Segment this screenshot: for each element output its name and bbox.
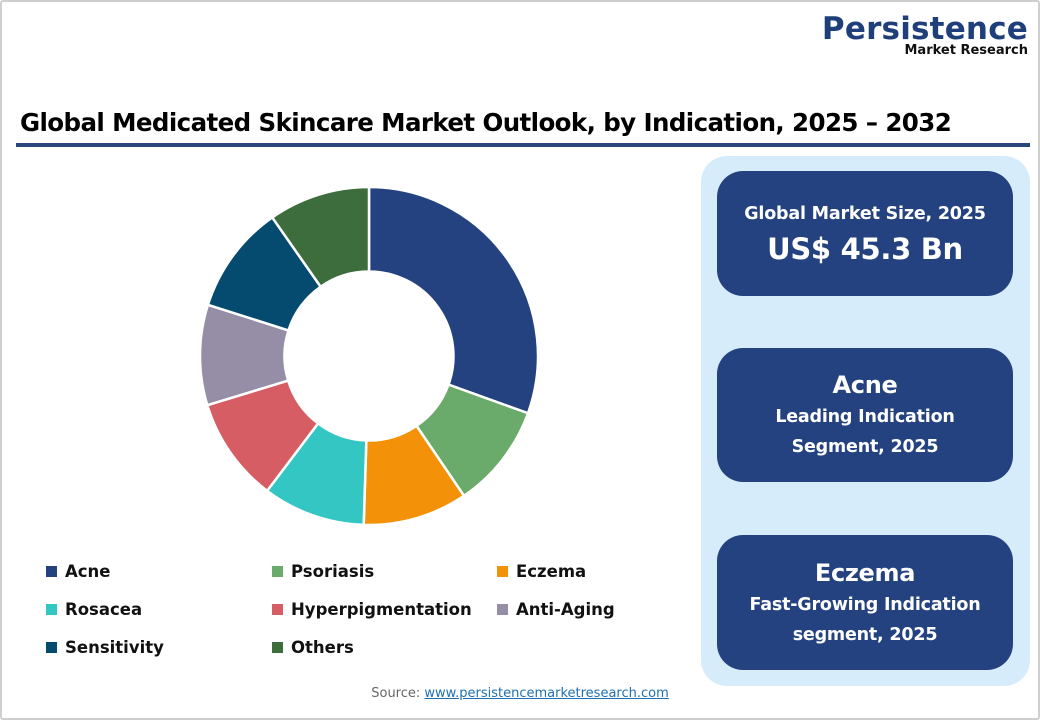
donut-svg <box>198 185 540 527</box>
legend-label: Anti-Aging <box>516 600 615 619</box>
legend-item-acne: Acne <box>46 562 111 581</box>
fast-growing-segment-card: Eczema Fast-Growing Indication segment, … <box>717 535 1013 670</box>
logo-sub-text: Market Research <box>904 43 1029 58</box>
legend-item-eczema: Eczema <box>497 562 586 581</box>
leading-segment-card: Acne Leading Indication Segment, 2025 <box>717 348 1013 482</box>
legend-swatch-icon <box>272 642 283 653</box>
chart-title: Global Medicated Skincare Market Outlook… <box>20 108 952 137</box>
legend-label: Sensitivity <box>65 638 164 657</box>
legend-swatch-icon <box>46 642 57 653</box>
legend-label: Eczema <box>516 562 587 581</box>
legend-swatch-icon <box>272 604 283 615</box>
legend-swatch-icon <box>272 566 283 577</box>
legend-label: Hyperpigmentation <box>291 600 472 619</box>
leading-segment-line1: Leading Indication <box>775 407 955 427</box>
market-size-card: Global Market Size, 2025 US$ 45.3 Bn <box>717 171 1013 296</box>
title-underline <box>16 143 1030 147</box>
fast-growing-segment-name: Eczema <box>814 558 916 587</box>
source-link[interactable]: www.persistencemarketresearch.com <box>424 686 669 701</box>
donut-slice-acne <box>367 185 540 415</box>
legend-item-anti-aging: Anti-Aging <box>497 600 615 619</box>
logo-main-text: Persistence <box>821 11 1028 47</box>
donut-chart <box>190 180 550 532</box>
legend-item-hyperpigmentation: Hyperpigmentation <box>272 600 472 619</box>
legend-swatch-icon <box>497 566 508 577</box>
legend-swatch-icon <box>497 604 508 615</box>
source-label: Source: <box>371 686 421 701</box>
leading-segment-line2: Segment, 2025 <box>791 437 939 457</box>
legend-item-others: Others <box>272 638 354 657</box>
legend-item-psoriasis: Psoriasis <box>272 562 374 581</box>
legend-item-sensitivity: Sensitivity <box>46 638 164 657</box>
legend-swatch-icon <box>46 604 57 615</box>
logo: Persistence Market Research <box>822 12 1028 58</box>
market-size-label: Global Market Size, 2025 <box>744 203 986 224</box>
leading-segment-name: Acne <box>832 371 898 399</box>
source-note: Source: www.persistencemarketresearch.co… <box>0 686 1040 701</box>
fast-growing-segment-line2: segment, 2025 <box>792 624 938 645</box>
fast-growing-segment-line1: Fast-Growing Indication <box>749 594 981 615</box>
legend-label: Others <box>291 638 354 657</box>
legend-label: Psoriasis <box>291 562 375 581</box>
legend-label: Acne <box>65 562 111 581</box>
donut-slice-others <box>270 185 371 289</box>
market-size-value: US$ 45.3 Bn <box>767 231 963 266</box>
legend-label: Rosacea <box>65 600 143 619</box>
legend-item-rosacea: Rosacea <box>46 600 142 619</box>
legend-swatch-icon <box>46 566 57 577</box>
key-stats-panel: Global Market Size, 2025 US$ 45.3 Bn Acn… <box>701 156 1030 686</box>
